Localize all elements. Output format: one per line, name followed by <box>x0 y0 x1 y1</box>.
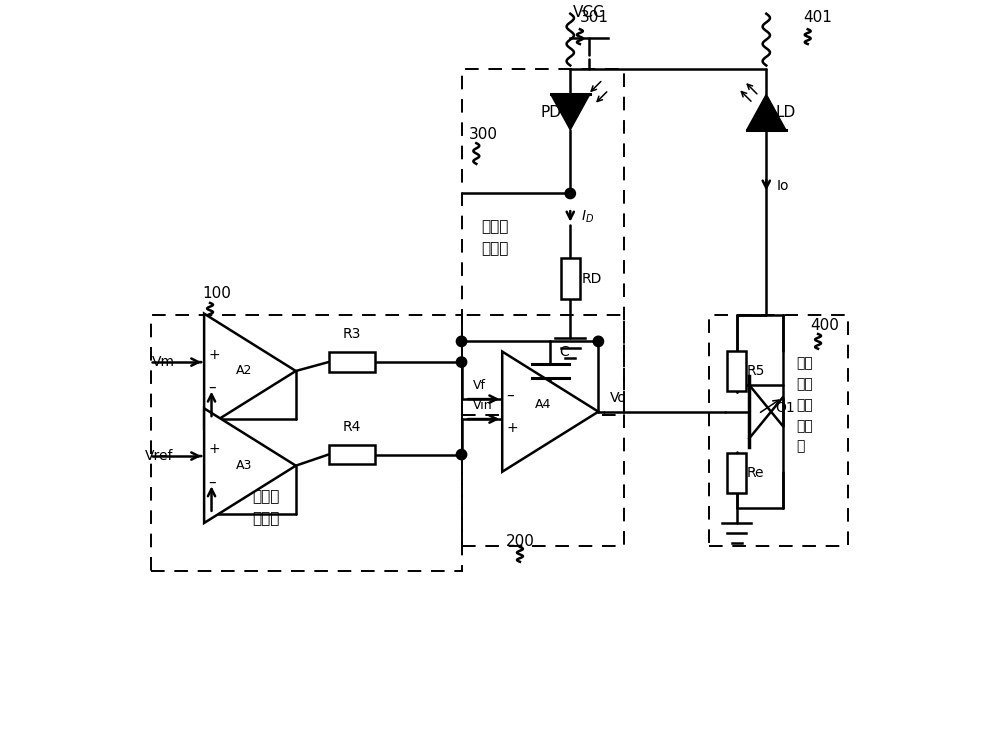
Circle shape <box>456 336 467 346</box>
Text: Vm: Vm <box>152 355 175 369</box>
Text: 动电: 动电 <box>796 419 813 433</box>
Text: Vin: Vin <box>473 399 492 412</box>
Text: +: + <box>209 348 220 362</box>
Text: +: + <box>507 421 518 435</box>
Bar <box>329 445 375 464</box>
Text: RD: RD <box>582 272 602 285</box>
Bar <box>462 69 624 415</box>
Polygon shape <box>747 95 786 130</box>
Text: R5: R5 <box>747 364 765 378</box>
Text: 测电路: 测电路 <box>482 241 509 256</box>
Text: R3: R3 <box>343 327 361 342</box>
Text: –: – <box>209 475 216 490</box>
Text: 管驱: 管驱 <box>796 398 813 412</box>
Text: Vf: Vf <box>473 379 486 392</box>
Text: Vref: Vref <box>145 449 173 463</box>
Text: Q1: Q1 <box>775 401 795 415</box>
Circle shape <box>456 357 467 367</box>
Bar <box>329 352 375 372</box>
Text: LD: LD <box>775 104 795 119</box>
Bar <box>462 315 624 546</box>
Text: 激光: 激光 <box>796 357 813 370</box>
Circle shape <box>456 449 467 460</box>
Bar <box>727 351 746 391</box>
Circle shape <box>593 336 604 346</box>
Text: C: C <box>559 345 569 359</box>
Text: 功率控: 功率控 <box>252 489 280 504</box>
Bar <box>709 315 848 546</box>
Text: $I_D$: $I_D$ <box>581 208 594 225</box>
Text: VCC: VCC <box>573 5 605 20</box>
Polygon shape <box>551 95 590 130</box>
Bar <box>561 258 580 299</box>
Text: Re: Re <box>747 466 765 480</box>
Text: 路: 路 <box>796 439 804 454</box>
Text: 400: 400 <box>811 318 840 333</box>
Text: 制电路: 制电路 <box>252 511 280 526</box>
Text: 200: 200 <box>506 534 534 549</box>
Text: +: + <box>209 442 220 457</box>
Text: A3: A3 <box>236 459 252 472</box>
Text: A4: A4 <box>535 398 551 411</box>
Text: A2: A2 <box>236 364 252 378</box>
Polygon shape <box>204 409 296 523</box>
Polygon shape <box>204 314 296 428</box>
Text: 功率检: 功率检 <box>482 219 509 234</box>
Text: 100: 100 <box>203 286 232 301</box>
Text: –: – <box>209 380 216 395</box>
Text: R4: R4 <box>343 420 361 434</box>
Text: 301: 301 <box>580 10 609 25</box>
Text: Io: Io <box>777 179 789 193</box>
Text: Vo: Vo <box>609 391 626 406</box>
Text: 401: 401 <box>803 10 832 25</box>
Text: 二极: 二极 <box>796 377 813 391</box>
Text: 300: 300 <box>469 127 498 142</box>
Bar <box>151 315 462 571</box>
Circle shape <box>565 189 575 198</box>
Text: –: – <box>507 388 514 403</box>
Bar <box>727 453 746 493</box>
Polygon shape <box>502 351 598 472</box>
Text: PD: PD <box>540 104 561 119</box>
